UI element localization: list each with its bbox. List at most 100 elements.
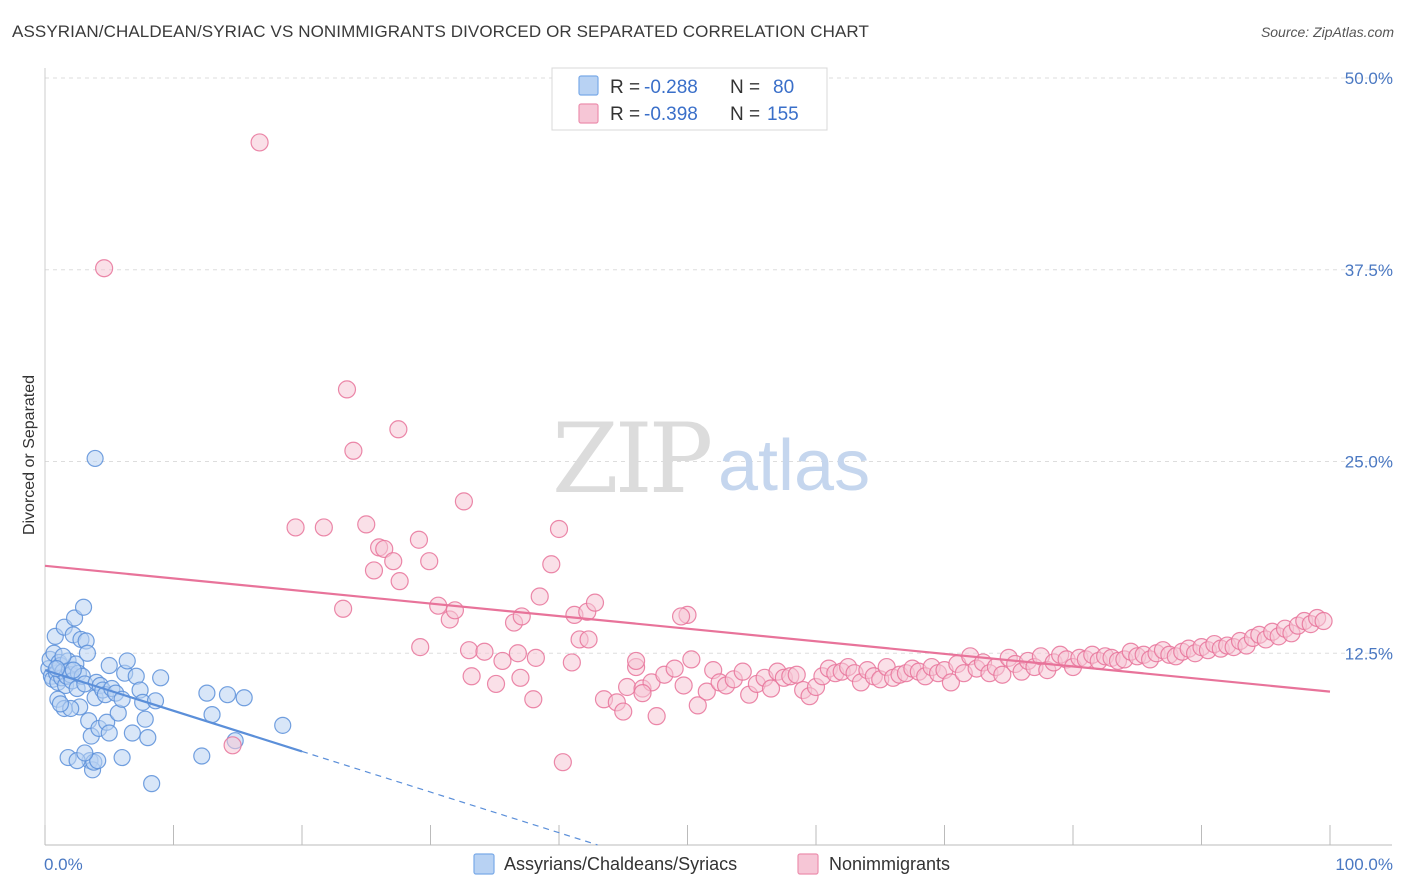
nonimmigrants-point-151 bbox=[524, 690, 543, 709]
nonimmigrants-point-44 bbox=[647, 707, 666, 726]
legend-swatch-assyrians bbox=[578, 75, 599, 96]
assyrians-point-69 bbox=[235, 689, 253, 707]
series-assyrians-points bbox=[40, 449, 292, 793]
assyrians-point-76 bbox=[64, 661, 82, 679]
nonimmigrants-point-7 bbox=[314, 518, 333, 537]
nonimmigrants-point-18 bbox=[530, 587, 549, 606]
series-legend: Assyrians/Chaldeans/Syriacs Nonimmigrant… bbox=[473, 853, 950, 875]
assyrians-point-65 bbox=[198, 684, 216, 702]
nonimmigrants-point-154 bbox=[626, 651, 646, 671]
watermark-atlas: atlas bbox=[718, 426, 870, 506]
assyrians-point-56 bbox=[139, 729, 157, 747]
assyrians-point-67 bbox=[218, 686, 237, 704]
assyrians-point-59 bbox=[152, 669, 170, 687]
nonimmigrants-point-8 bbox=[357, 515, 376, 534]
legend-n-value-assyrians: 80 bbox=[773, 77, 794, 98]
nonimmigrants-point-147 bbox=[633, 684, 652, 703]
assyrians-point-74 bbox=[100, 724, 118, 742]
series-nonimmigrants-points bbox=[95, 133, 1333, 772]
bottom-legend-label-nonimmigrants: Nonimmigrants bbox=[829, 854, 950, 874]
legend-r-label: R = bbox=[610, 77, 640, 98]
bottom-legend-label-assyrians: Assyrians/Chaldeans/Syriacs bbox=[504, 854, 737, 874]
nonimmigrants-point-2 bbox=[337, 380, 357, 399]
nonimmigrants-point-40 bbox=[614, 702, 633, 721]
nonimmigrants-point-6 bbox=[286, 518, 305, 537]
assyrians-point-64 bbox=[193, 747, 211, 765]
nonimmigrants-point-1 bbox=[95, 259, 114, 278]
legend-n-label: N = bbox=[730, 77, 760, 98]
legend-r-label: R = bbox=[610, 104, 640, 125]
assyrians-point-70 bbox=[274, 716, 292, 734]
nonimmigrants-point-59 bbox=[761, 679, 781, 698]
nonimmigrants-point-55 bbox=[733, 662, 752, 681]
y-tick-label-0: 12.5% bbox=[1345, 644, 1393, 663]
axes bbox=[44, 68, 1392, 846]
gridlines bbox=[45, 77, 1392, 654]
assyrians-point-57 bbox=[143, 775, 161, 793]
nonimmigrants-point-33 bbox=[486, 674, 506, 694]
nonimmigrants-point-39 bbox=[618, 677, 637, 697]
nonimmigrants-point-32 bbox=[475, 642, 494, 661]
nonimmigrants-point-34 bbox=[493, 651, 512, 671]
assyrians-point-73 bbox=[76, 744, 94, 762]
nonimmigrants-point-3 bbox=[389, 420, 408, 439]
nonimmigrants-point-12 bbox=[549, 519, 569, 539]
bottom-legend-swatch-assyrians bbox=[473, 853, 495, 875]
nonimmigrants-point-148 bbox=[553, 753, 572, 772]
assyrians-point-30 bbox=[78, 644, 97, 662]
nonimmigrants-point-49 bbox=[688, 696, 707, 715]
nonimmigrants-point-47 bbox=[674, 676, 693, 695]
y-tick-label-3: 50.0% bbox=[1345, 69, 1393, 88]
legend-n-value-nonimmigrants: 155 bbox=[767, 104, 799, 125]
nonimmigrants-point-24 bbox=[512, 607, 531, 626]
nonimmigrants-point-14 bbox=[420, 552, 439, 571]
nonimmigrants-point-27 bbox=[585, 593, 605, 612]
y-axis-label: Divorced or Separated bbox=[21, 375, 38, 535]
correlation-legend: R = -0.288 N = 80 R = -0.398 N = 155 bbox=[551, 67, 828, 131]
x-tick-label-0: 0.0% bbox=[44, 855, 83, 874]
y-tick-label-1: 25.0% bbox=[1345, 453, 1393, 472]
nonimmigrants-point-10 bbox=[375, 539, 394, 559]
assyrians-point-51 bbox=[123, 724, 141, 742]
y-tick-label-2: 37.5% bbox=[1345, 261, 1393, 280]
source-credit: Source: ZipAtlas.com bbox=[1260, 24, 1394, 40]
assyrians-point-55 bbox=[136, 710, 154, 728]
assyrians-point-79 bbox=[51, 695, 70, 713]
nonimmigrants-point-0 bbox=[250, 133, 269, 152]
nonimmigrants-point-19 bbox=[334, 599, 353, 618]
assyrians-point-44 bbox=[100, 656, 118, 675]
legend-swatch-nonimmigrants bbox=[578, 103, 599, 124]
nonimmigrants-point-11 bbox=[409, 530, 429, 549]
nonimmigrants-point-13 bbox=[384, 552, 403, 571]
assyrians-point-60 bbox=[86, 449, 104, 468]
nonimmigrants-point-15 bbox=[542, 555, 561, 574]
tick-labels: 12.5% 25.0% 37.5% 50.0% 0.0% 100.0% bbox=[44, 69, 1393, 874]
nonimmigrants-point-46 bbox=[665, 659, 684, 678]
nonimmigrants-point-145 bbox=[1314, 611, 1333, 631]
nonimmigrants-point-150 bbox=[462, 667, 481, 686]
nonimmigrants-point-35 bbox=[526, 648, 545, 667]
nonimmigrants-point-155 bbox=[671, 607, 691, 626]
nonimmigrants-point-36 bbox=[562, 653, 581, 672]
assyrians-point-50 bbox=[118, 652, 136, 670]
trend-lines bbox=[44, 564, 1331, 846]
assyrians-point-38 bbox=[89, 752, 107, 770]
legend-r-value-assyrians: -0.288 bbox=[644, 77, 698, 98]
nonimmigrants-point-153 bbox=[508, 644, 527, 663]
legend-n-label: N = bbox=[730, 104, 760, 125]
x-tick-label-1: 100.0% bbox=[1335, 855, 1393, 874]
bottom-legend-swatch-nonimmigrants bbox=[797, 853, 819, 875]
legend-r-value-nonimmigrants: -0.398 bbox=[644, 104, 698, 125]
assyrians-trend-extension bbox=[301, 750, 598, 846]
watermark-zip: ZIP bbox=[552, 403, 711, 515]
nonimmigrants-point-87 bbox=[941, 673, 961, 692]
nonimmigrants-point-50 bbox=[697, 682, 716, 701]
nonimmigrants-point-63 bbox=[787, 665, 806, 684]
nonimmigrants-point-30 bbox=[411, 638, 430, 657]
nonimmigrants-point-95 bbox=[993, 665, 1012, 684]
nonimmigrants-point-152 bbox=[511, 668, 530, 687]
nonimmigrants-point-4 bbox=[344, 441, 363, 460]
nonimmigrants-trend-line bbox=[44, 564, 1331, 693]
nonimmigrants-point-16 bbox=[364, 561, 384, 580]
